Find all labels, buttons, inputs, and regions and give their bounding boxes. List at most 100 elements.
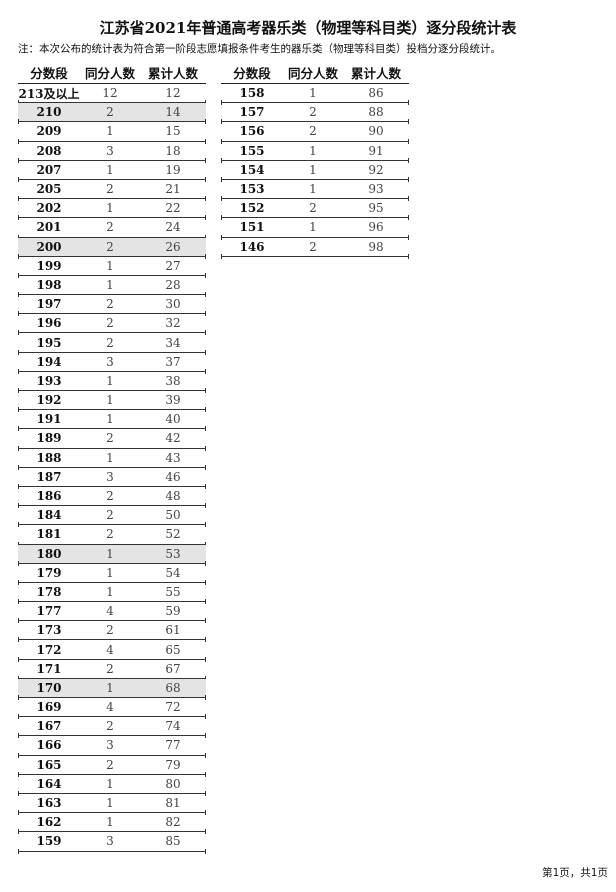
cell-same-count: 3: [106, 143, 114, 158]
table-row: 201 2 24: [18, 218, 206, 240]
cell-same-count: 2: [106, 335, 114, 350]
cell-score: 187: [36, 469, 62, 484]
cell-same-count: 2: [309, 105, 317, 120]
cell-score: 164: [36, 776, 62, 791]
cell-score: 201: [36, 220, 62, 235]
cell-score: 159: [36, 834, 62, 849]
table-row: 178 1 55: [18, 583, 206, 605]
cell-same-count: 1: [106, 584, 114, 599]
cell-score: 151: [239, 220, 265, 235]
cell-score: 197: [36, 297, 62, 312]
cell-score: 172: [36, 642, 62, 657]
cell-same-count: 1: [106, 815, 114, 830]
table-row: 195 2 34: [18, 333, 206, 355]
table-row: 193 1 38: [18, 372, 206, 394]
table-row: 213及以上 12 12: [18, 84, 206, 106]
cell-score: 178: [36, 584, 62, 599]
table-row: 151 1 96: [221, 218, 409, 240]
cell-same-count: 3: [106, 738, 114, 753]
cell-score: 158: [239, 86, 265, 101]
cell-same-count: 12: [102, 86, 118, 101]
cell-same-count: 1: [309, 86, 317, 101]
cell-same-count: 2: [106, 508, 114, 523]
cell-cumulative: 92: [368, 162, 384, 177]
cell-score: 170: [36, 680, 62, 695]
cell-cumulative: 81: [165, 796, 181, 811]
score-table-right: 分数段 同分人数 累计人数 158 1 86 157 2 88 156 2 90 155 1 91 15…: [221, 62, 409, 259]
cell-cumulative: 91: [368, 143, 384, 158]
table-row: 164 1 80: [18, 775, 206, 797]
cell-cumulative: 55: [165, 584, 181, 599]
table-row: 156 2 90: [221, 122, 409, 144]
cell-cumulative: 54: [165, 565, 181, 580]
cell-score: 200: [36, 239, 62, 254]
cell-cumulative: 86: [368, 86, 384, 101]
cell-score: 181: [36, 527, 62, 542]
table-row: 210 2 14: [18, 103, 206, 125]
cell-same-count: 1: [309, 182, 317, 197]
cell-same-count: 2: [106, 239, 114, 254]
cell-cumulative: 79: [165, 757, 181, 772]
cell-cumulative: 28: [165, 277, 181, 292]
table-row: 208 3 18: [18, 142, 206, 163]
cell-cumulative: 50: [165, 508, 181, 523]
cell-score: 153: [239, 182, 265, 197]
cell-score: 173: [36, 623, 62, 638]
cell-score: 209: [36, 124, 62, 139]
cell-same-count: 4: [106, 700, 114, 715]
cell-score: 193: [36, 373, 62, 388]
cell-score: 186: [36, 489, 62, 504]
cell-cumulative: 88: [368, 105, 384, 120]
cell-same-count: 2: [106, 220, 114, 235]
table-row: 152 2 95: [221, 199, 409, 221]
cell-same-count: 2: [106, 527, 114, 542]
cell-score: 180: [36, 546, 62, 561]
cell-same-count: 1: [309, 162, 317, 177]
cell-same-count: 1: [106, 162, 114, 177]
cell-same-count: 1: [309, 143, 317, 158]
table-row: 187 3 46: [18, 468, 206, 490]
table-row: 202 1 22: [18, 199, 206, 221]
table-row: 199 1 27: [18, 257, 206, 279]
header-same-count: 同分人数: [287, 66, 338, 81]
cell-score: 192: [36, 393, 62, 408]
table-row: 157 2 88: [221, 103, 409, 125]
cell-cumulative: 19: [165, 162, 181, 177]
header-cumulative: 累计人数: [350, 66, 401, 81]
table-row: 205 2 21: [18, 180, 206, 202]
cell-score: 171: [36, 661, 62, 676]
cell-same-count: 1: [106, 796, 114, 811]
cell-same-count: 3: [106, 834, 114, 849]
cell-score: 162: [36, 815, 62, 830]
table-row: 169 4 72: [18, 698, 206, 720]
cell-same-count: 2: [106, 623, 114, 638]
cell-score: 179: [36, 565, 62, 580]
cell-same-count: 1: [106, 124, 114, 139]
cell-cumulative: 85: [165, 834, 181, 849]
table-row: 146 2 98: [221, 238, 409, 259]
cell-same-count: 1: [106, 776, 114, 791]
cell-cumulative: 42: [165, 431, 181, 446]
cell-cumulative: 95: [368, 201, 384, 216]
cell-score: 195: [36, 335, 62, 350]
cell-cumulative: 67: [165, 661, 181, 676]
table-header: 分数段 同分人数 累计人数: [18, 62, 206, 84]
cell-score: 202: [36, 201, 62, 216]
table-row: 155 1 91: [221, 142, 409, 163]
cell-score: 194: [36, 354, 62, 369]
table-row: 207 1 19: [18, 161, 206, 183]
cell-cumulative: 39: [165, 393, 181, 408]
table-row: 188 1 43: [18, 449, 206, 470]
cell-cumulative: 27: [165, 258, 181, 273]
table-row: 194 3 37: [18, 353, 206, 375]
cell-same-count: 1: [106, 546, 114, 561]
cell-cumulative: 90: [368, 124, 384, 139]
table-row: 192 1 39: [18, 391, 206, 413]
table-row: 153 1 93: [221, 180, 409, 202]
cell-score: 152: [239, 201, 265, 216]
header-score: 分数段: [30, 66, 68, 81]
cell-cumulative: 46: [165, 469, 181, 484]
table-row: 198 1 28: [18, 276, 206, 298]
cell-score: 198: [36, 277, 62, 292]
